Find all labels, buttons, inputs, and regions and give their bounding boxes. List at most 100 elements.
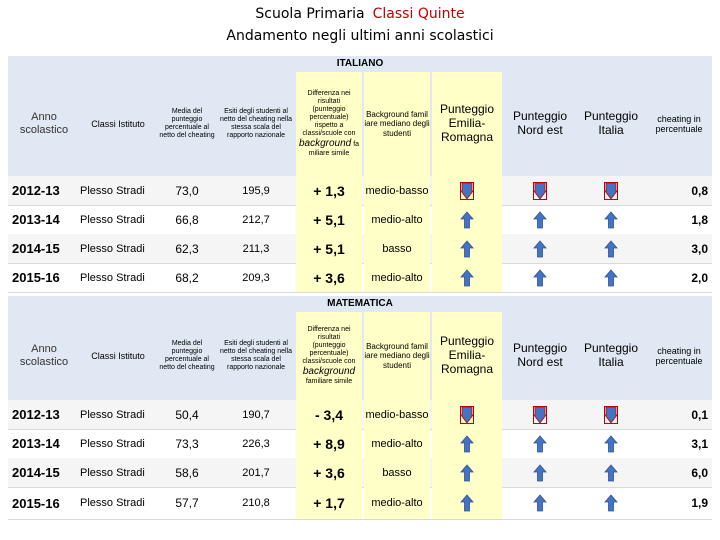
table-row: 2014-15 Plesso Stradi 62,3 211,3 + 5,1 basso 3… — [8, 234, 712, 264]
cell-media: 66,8 — [175, 212, 199, 227]
header-italia: Punteggio Italia — [583, 109, 639, 137]
cell-cheating: 2,0 — [691, 270, 708, 285]
diff-line: rispetto a — [314, 122, 344, 130]
cell-istituto: Plesso Stradi — [80, 213, 145, 226]
cell-anno: 2014-15 — [12, 465, 60, 480]
down-arrow-icon — [604, 405, 618, 424]
cell-emilia — [432, 429, 502, 458]
cell-cheating: 1,8 — [691, 212, 708, 227]
header-istituto: Classi Istituto — [91, 118, 145, 129]
cell-nordest — [504, 400, 576, 429]
up-arrow-icon — [604, 434, 618, 452]
cell-nordest — [504, 429, 576, 458]
up-arrow-icon — [533, 210, 547, 228]
up-arrow-icon — [533, 239, 547, 257]
cell-nordest — [504, 176, 576, 205]
header-emilia: Punteggio Emilia-Romagna — [432, 312, 502, 400]
diff-tail: fa — [353, 141, 360, 149]
table-row: 2014-15 Plesso Stradi 58,6 201,7 + 3,6 basso 6… — [8, 458, 712, 488]
cell-esiti: 226,3 — [242, 437, 270, 450]
header-cheating: cheating in percentuale — [655, 345, 703, 366]
cell-italia — [576, 487, 646, 519]
cell-emilia — [432, 176, 502, 205]
diff-background-word: background — [298, 138, 352, 150]
header-nordest: Punteggio Nord est — [512, 109, 568, 137]
cell-media: 62,3 — [175, 241, 199, 256]
diff-line: classi/scuole con — [302, 358, 356, 366]
up-arrow-icon — [604, 239, 618, 257]
cell-nordest — [504, 234, 576, 263]
table-row: 2015-16 Plesso Stradi 68,2 209,3 + 3,6 medio-… — [8, 263, 712, 293]
down-arrow-icon — [604, 181, 618, 200]
cell-emilia — [432, 487, 502, 519]
section-title: ITALIANO — [8, 56, 712, 72]
up-arrow-icon — [460, 434, 474, 452]
up-arrow-icon — [460, 268, 474, 286]
up-arrow-icon — [460, 239, 474, 257]
cell-nordest — [504, 205, 576, 234]
cell-nordest — [504, 263, 576, 292]
header-anno: Anno scolastico — [19, 343, 69, 368]
header-background: Background famil iare mediano degli stud… — [364, 312, 430, 400]
header-nordest: Punteggio Nord est — [512, 341, 568, 369]
diff-line: Differenza nei — [307, 90, 351, 98]
cell-differenza: - 3,4 — [296, 400, 362, 429]
header-italia: Punteggio Italia — [583, 341, 639, 369]
up-arrow-icon — [460, 494, 474, 512]
cell-istituto: Plesso Stradi — [80, 271, 145, 284]
up-arrow-icon — [604, 463, 618, 481]
cell-differenza: + 1,7 — [296, 487, 362, 519]
cell-cheating: 3,1 — [691, 436, 708, 451]
cell-anno: 2015-16 — [12, 270, 60, 285]
header-esiti: Esiti degli studenti al netto del cheati… — [220, 107, 292, 140]
diff-line: risultati — [317, 98, 341, 106]
cell-media: 58,6 — [175, 465, 199, 480]
diff-line: percentuale) — [309, 114, 349, 122]
cell-background: basso — [364, 234, 430, 263]
cell-esiti: 212,7 — [242, 213, 270, 226]
cell-anno: 2012-13 — [12, 183, 60, 198]
cell-background: medio-alto — [364, 487, 430, 519]
diff-line: risultati — [317, 334, 341, 342]
up-arrow-icon — [533, 494, 547, 512]
cell-background: medio-alto — [364, 205, 430, 234]
cell-background: medio-basso — [364, 400, 430, 429]
cell-cheating: 1,9 — [691, 496, 708, 510]
cell-media: 73,3 — [175, 436, 199, 451]
cell-background: basso — [364, 458, 430, 487]
diff-last: miliare simile — [308, 149, 350, 157]
cell-italia — [576, 400, 646, 429]
table-header: Anno scolastico Classi Istituto Media de… — [8, 72, 712, 176]
cell-differenza: + 1,3 — [296, 176, 362, 205]
diff-last: familiare simile — [305, 377, 353, 385]
header-media: Media del punteggio percentuale al netto… — [159, 339, 215, 372]
diff-background-word: background — [302, 366, 356, 378]
cell-background: medio-basso — [364, 176, 430, 205]
diff-line: (punteggio — [312, 106, 346, 114]
cell-emilia — [432, 234, 502, 263]
cell-istituto: Plesso Stradi — [80, 466, 145, 479]
down-arrow-icon — [460, 181, 474, 200]
classes-label: Classi Quinte — [372, 6, 465, 22]
cell-media: 68,2 — [175, 270, 199, 285]
cell-emilia — [432, 458, 502, 487]
header-differenza: Differenza nei risultati (punteggio perc… — [296, 312, 362, 400]
header-istituto: Classi Istituto — [91, 350, 145, 361]
table-row: 2012-13 Plesso Stradi 50,4 190,7 - 3,4 medio-… — [8, 400, 712, 430]
cell-istituto: Plesso Stradi — [80, 408, 145, 421]
cell-emilia — [432, 263, 502, 292]
down-arrow-icon — [533, 181, 547, 200]
cell-esiti: 201,7 — [242, 466, 270, 479]
table-header: Anno scolastico Classi Istituto Media de… — [8, 312, 712, 400]
diff-line: classi/scuole con — [302, 130, 356, 138]
page-title: Scuola Primaria Classi Quinte — [0, 6, 720, 22]
cell-italia — [576, 205, 646, 234]
cell-differenza: + 3,6 — [296, 263, 362, 292]
cell-italia — [576, 429, 646, 458]
cell-italia — [576, 458, 646, 487]
header-differenza: Differenza nei risultati (punteggio perc… — [296, 72, 362, 176]
cell-istituto: Plesso Stradi — [80, 437, 145, 450]
cell-media: 50,4 — [175, 407, 199, 422]
cell-italia — [576, 263, 646, 292]
page-subtitle: Andamento negli ultimi anni scolastici — [226, 28, 494, 44]
